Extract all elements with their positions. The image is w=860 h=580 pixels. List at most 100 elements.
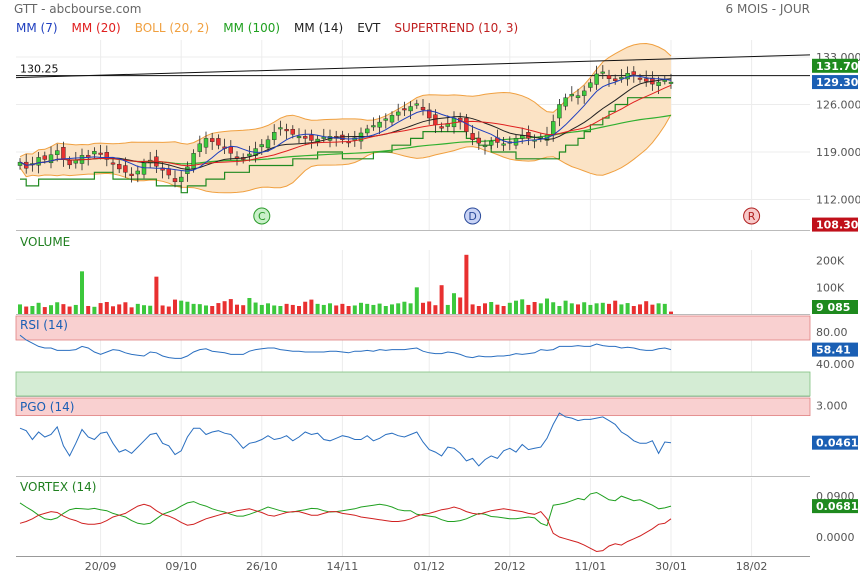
series-line-main [19,412,672,467]
volume-bar [117,304,122,314]
candle-body [439,126,444,129]
volume-bar [514,300,518,314]
volume-bar [297,306,301,314]
bollinger-upper [19,42,672,158]
volume-bar [173,299,177,314]
volume-bar [266,303,270,314]
candle-body [414,103,419,106]
volume-bar [650,304,655,314]
volume-bar [470,304,475,314]
candle-body [135,170,141,175]
legend: MM (7) MM (20) BOLL (20, 2) MM (100) MM (14)… [16,21,518,35]
price-badge-bg [812,75,858,90]
candle-body [588,82,593,88]
volume-bar [402,301,407,314]
volume-bar [569,303,574,314]
last-value-badge: 58.41 [812,342,858,357]
volume-bar [42,307,47,314]
series-line-vi [19,491,672,527]
price-badge-bg [812,217,858,232]
volume-bar [619,304,624,314]
candle-body [272,132,277,140]
volume-bar [538,303,543,314]
legend-item: MM (14) [294,21,343,35]
candle-body [110,162,116,165]
badge-text: 0.0681 [816,500,858,513]
candle-body [228,146,234,154]
volume-bar [346,306,351,314]
x-tick-label: 09/10 [165,560,197,573]
candle-body [315,138,320,143]
volume-bar [135,303,140,314]
volume-bar [247,298,252,314]
volume-bar [600,302,605,314]
ma14-line [19,78,672,170]
legend-item: EVT [357,21,381,35]
level-line-label: 130.25 [20,63,59,76]
price-badge-red: 108.30 [812,217,859,232]
volume-bar [625,303,630,314]
volume-bar [495,304,500,314]
candle-body [209,138,215,142]
candle-body [606,75,612,79]
candle-body [402,108,407,111]
ytick-label: 80.00 [816,326,848,339]
volume-bar [49,305,53,314]
candle-body [631,71,636,75]
event-marker-letter: D [468,210,476,223]
candle-body [427,109,432,119]
volume-bar [433,305,438,314]
volume-title: VOLUME [20,235,70,249]
chart-source-title: GTT - abcbourse.com [14,2,142,16]
volume-bar [73,304,78,314]
volume-bar [576,304,580,314]
series-line-vi [19,503,672,553]
price-ytick-label: 126.000 [816,98,860,111]
candle-body [36,157,41,166]
volume-bar [588,304,593,314]
volume-bar [30,306,35,314]
legend-item: SUPERTREND (10, 3) [394,21,518,35]
candle-body [619,77,624,80]
volume-bar [408,303,413,314]
candle-body [470,133,475,140]
supertrend-line [20,97,671,194]
candle-body [637,77,643,80]
candle-body [278,127,283,130]
volume-bar [631,306,636,314]
volume-bar [656,303,661,314]
volume-bar [613,300,618,314]
volume-bar [284,303,289,314]
candle-body [377,121,382,128]
x-tick-label: 14/11 [327,560,359,573]
volume-bar [123,302,128,314]
volume-bar [359,302,363,314]
ma20-line [19,84,672,167]
chart-period: 6 MOIS - JOUR [725,2,810,16]
candle-body [129,173,134,176]
candle-body [98,152,103,155]
candle-body [48,154,54,164]
candle-body [259,144,264,148]
volume-bar [142,305,146,314]
price-badge-text: 131.70 [816,60,859,73]
candle-body [141,162,147,175]
volume-bar [501,306,506,314]
panel-title: PGO (14) [20,400,74,414]
volume-bar [278,306,283,314]
volume-panel: VOLUME 100K 200K 9 085 [18,235,858,314]
volume-ytick-label: 200K [816,255,845,268]
candle-body [613,78,618,81]
event-marker-c: C [253,207,271,225]
volume-bar [365,303,370,314]
candle-body [61,147,66,159]
volume-bar [61,304,66,314]
volume-last-badge: 9 085 [812,300,858,314]
volume-bar [111,306,115,314]
volume-bar [315,303,320,314]
volume-bar [483,303,487,314]
volume-bar [191,303,196,314]
candle-body [389,115,395,123]
